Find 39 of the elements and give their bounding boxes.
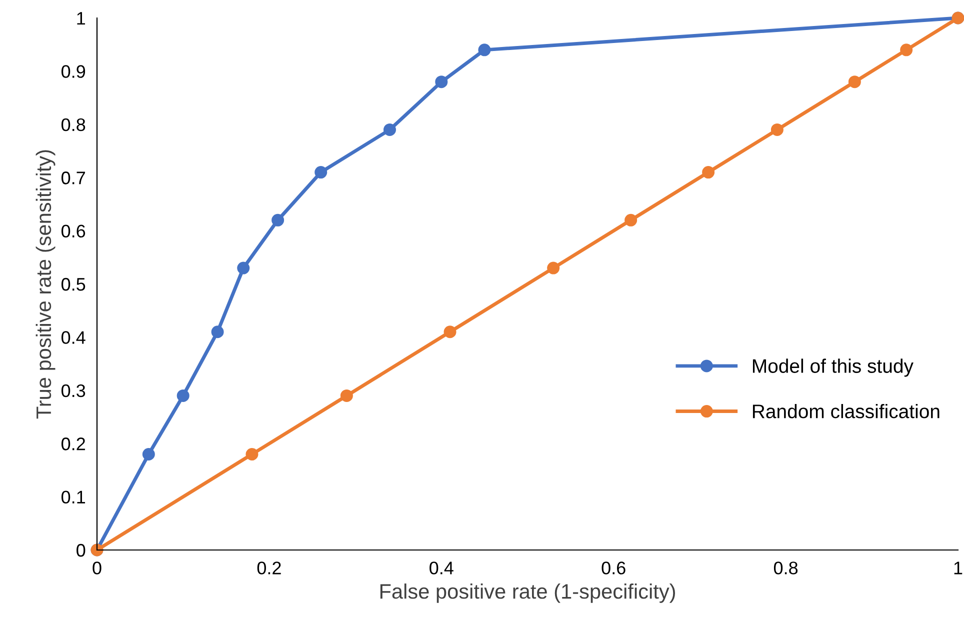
legend-label: Random classification <box>752 404 940 418</box>
point <box>848 76 861 88</box>
y-tick-label: 0.5 <box>61 278 86 291</box>
y-axis-title: True positive rate (sensitivity) <box>36 150 56 419</box>
point <box>770 123 784 136</box>
point <box>435 76 448 88</box>
y-tick-label: 0.4 <box>61 331 86 344</box>
point <box>624 214 638 226</box>
point <box>211 326 224 338</box>
point <box>547 262 560 274</box>
y-tick-label: 0.6 <box>61 224 86 238</box>
point <box>702 166 715 179</box>
y-tick-label: 0.1 <box>61 490 86 504</box>
y-tick-label: 0 <box>76 544 86 557</box>
y-tick-label: 0.7 <box>61 172 85 184</box>
point <box>272 214 284 226</box>
point <box>444 326 456 338</box>
y-tick-label: 0.2 <box>61 438 85 450</box>
y-tick-label: 0.3 <box>61 384 86 398</box>
y-tick-label: 0.9 <box>61 65 86 78</box>
legend-label: Model of this study <box>752 358 914 377</box>
x-tick-label: 0.8 <box>774 562 798 574</box>
x-tick-label: 0.6 <box>602 562 626 574</box>
y-tick-label: 0.8 <box>61 118 86 132</box>
point <box>176 389 190 402</box>
x-tick-label: 1 <box>954 562 962 574</box>
point <box>237 262 250 274</box>
x-tick-label: 0.2 <box>257 562 281 574</box>
point <box>900 44 913 56</box>
point <box>246 448 258 460</box>
y-tick-label: 1 <box>77 12 86 25</box>
point <box>340 389 353 402</box>
x-tick-label: 0.4 <box>430 562 454 574</box>
x-axis-title: False positive rate (1-specificity) <box>380 584 675 603</box>
x-tick-label: 0 <box>92 562 102 574</box>
point <box>142 448 155 460</box>
point <box>383 123 396 136</box>
point <box>478 44 491 56</box>
point <box>314 166 328 179</box>
